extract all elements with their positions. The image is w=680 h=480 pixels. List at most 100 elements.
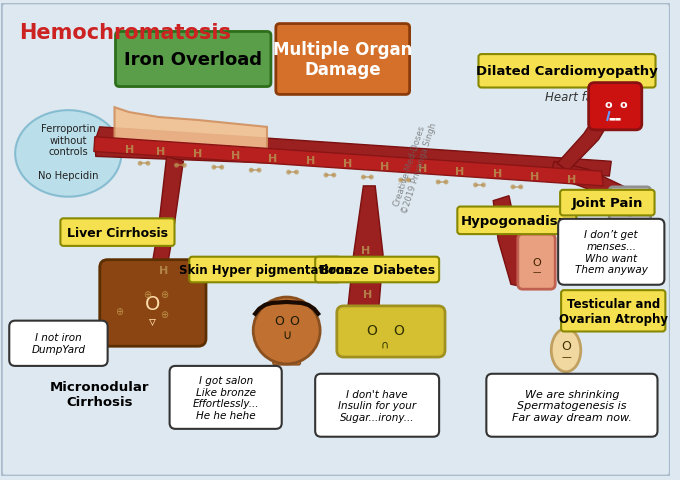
Text: Ferroportin
without
controls

No Hepcidin: Ferroportin without controls No Hepcidin — [38, 124, 99, 180]
Polygon shape — [345, 187, 383, 335]
Text: ▿: ▿ — [150, 314, 156, 328]
Polygon shape — [95, 128, 611, 177]
Text: H: H — [231, 151, 240, 161]
Text: O: O — [274, 314, 284, 327]
Circle shape — [481, 183, 486, 188]
FancyBboxPatch shape — [1, 4, 670, 476]
Circle shape — [361, 175, 366, 180]
Text: H: H — [343, 159, 352, 169]
FancyBboxPatch shape — [100, 260, 206, 347]
Circle shape — [331, 173, 337, 178]
Circle shape — [436, 180, 441, 185]
Text: Hypogonadism: Hypogonadism — [461, 215, 573, 228]
Circle shape — [137, 161, 143, 167]
FancyBboxPatch shape — [189, 257, 341, 283]
FancyBboxPatch shape — [458, 207, 577, 235]
Text: Iron Overload: Iron Overload — [124, 51, 262, 69]
Polygon shape — [493, 196, 527, 288]
Text: Liver Cirrhosis: Liver Cirrhosis — [67, 226, 168, 239]
FancyBboxPatch shape — [273, 332, 301, 365]
Text: ∩: ∩ — [381, 338, 389, 348]
Text: Micronodular
Cirrhosis: Micronodular Cirrhosis — [50, 380, 150, 408]
Text: O: O — [561, 339, 571, 352]
Text: Joint Pain: Joint Pain — [572, 197, 643, 210]
Text: H: H — [124, 145, 134, 155]
Text: ⊕: ⊕ — [116, 306, 124, 316]
FancyBboxPatch shape — [517, 235, 555, 289]
Text: I not iron
DumpYard: I not iron DumpYard — [31, 333, 86, 354]
Text: ⊕: ⊕ — [160, 289, 168, 300]
FancyBboxPatch shape — [558, 219, 664, 285]
FancyBboxPatch shape — [479, 55, 656, 88]
Circle shape — [443, 180, 449, 185]
FancyBboxPatch shape — [337, 306, 445, 357]
Text: O: O — [532, 257, 541, 267]
Polygon shape — [557, 105, 616, 172]
Text: H: H — [530, 172, 539, 181]
Text: H: H — [567, 175, 577, 185]
Text: Dilated Cardiomyopathy: Dilated Cardiomyopathy — [476, 65, 658, 78]
FancyBboxPatch shape — [116, 32, 271, 87]
Text: I don’t get
menses...
Who want
Them anyway: I don’t get menses... Who want Them anyw… — [575, 230, 648, 275]
FancyBboxPatch shape — [589, 84, 642, 131]
Text: o: o — [619, 100, 627, 110]
Circle shape — [256, 168, 262, 173]
Text: ⊕: ⊕ — [143, 289, 151, 300]
Text: Creative-Med-Doses
©2019 Priyanga Singh: Creative-Med-Doses ©2019 Priyanga Singh — [390, 119, 439, 215]
Text: H: H — [380, 162, 390, 172]
Text: H: H — [492, 169, 502, 179]
Circle shape — [182, 163, 187, 168]
Text: H: H — [360, 245, 370, 255]
Text: ▬▬: ▬▬ — [609, 115, 622, 121]
Text: H: H — [156, 147, 165, 157]
Circle shape — [324, 173, 328, 178]
Circle shape — [398, 178, 403, 183]
Polygon shape — [550, 162, 629, 203]
Ellipse shape — [15, 111, 122, 197]
Circle shape — [406, 178, 411, 183]
Ellipse shape — [551, 329, 581, 372]
Text: Hemochromatosis: Hemochromatosis — [19, 23, 231, 43]
Text: ⊕: ⊕ — [160, 309, 168, 319]
FancyBboxPatch shape — [169, 366, 282, 429]
Circle shape — [249, 168, 254, 173]
Text: Skin Hyper pigmentations: Skin Hyper pigmentations — [179, 264, 352, 276]
FancyBboxPatch shape — [10, 321, 107, 366]
Text: H: H — [305, 156, 315, 166]
Text: —: — — [561, 351, 571, 361]
Text: H: H — [418, 164, 427, 174]
Text: Heart failure: Heart failure — [545, 91, 619, 104]
Circle shape — [286, 170, 291, 175]
FancyBboxPatch shape — [609, 188, 651, 225]
Text: H: H — [455, 167, 464, 177]
Text: O: O — [290, 314, 299, 327]
Circle shape — [219, 166, 224, 170]
Circle shape — [294, 170, 299, 175]
Polygon shape — [94, 137, 603, 187]
Text: I don't have
Insulin for your
Sugar...irony...: I don't have Insulin for your Sugar...ir… — [338, 389, 416, 422]
Text: We are shrinking
Spermatogenesis is
Far away dream now.: We are shrinking Spermatogenesis is Far … — [512, 389, 632, 422]
Circle shape — [174, 163, 179, 168]
Text: O: O — [366, 324, 377, 338]
Text: H: H — [362, 289, 372, 300]
Circle shape — [473, 183, 478, 188]
Circle shape — [511, 185, 515, 190]
FancyBboxPatch shape — [316, 374, 439, 437]
Circle shape — [620, 196, 640, 216]
Text: H: H — [268, 154, 277, 164]
Circle shape — [369, 175, 374, 180]
Text: O: O — [146, 295, 160, 314]
FancyBboxPatch shape — [316, 257, 439, 283]
Circle shape — [518, 185, 523, 190]
Text: I got salon
Like bronze
Effortlessly...
He he hehe: I got salon Like bronze Effortlessly... … — [192, 375, 259, 420]
FancyBboxPatch shape — [486, 374, 658, 437]
Polygon shape — [147, 157, 184, 309]
FancyBboxPatch shape — [276, 24, 409, 95]
Text: Testicular and
Ovarian Atrophy: Testicular and Ovarian Atrophy — [559, 297, 668, 325]
Text: o: o — [605, 100, 612, 110]
FancyBboxPatch shape — [561, 290, 665, 332]
Text: ∪: ∪ — [282, 328, 291, 341]
Text: H: H — [159, 265, 169, 275]
Text: H: H — [194, 149, 203, 159]
Circle shape — [211, 166, 216, 170]
